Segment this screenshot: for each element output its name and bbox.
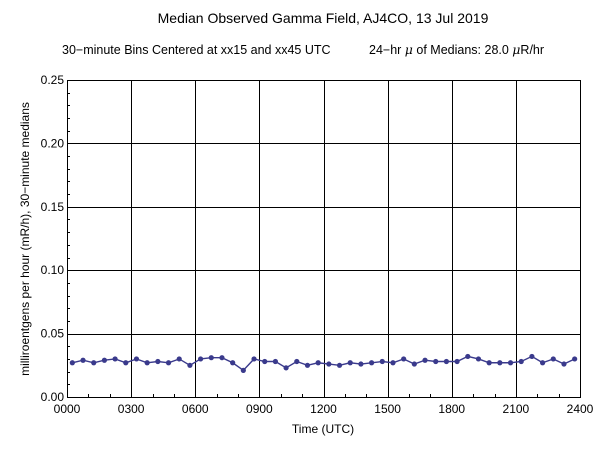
data-point bbox=[91, 360, 97, 366]
subtitle-right-middle: of Medians: 28.0 bbox=[413, 43, 512, 57]
x-tick-label: 0300 bbox=[118, 402, 145, 416]
data-point bbox=[507, 360, 514, 366]
x-tick-label: 0600 bbox=[182, 402, 209, 416]
x-tick-label: 1800 bbox=[438, 402, 465, 416]
data-point bbox=[176, 356, 182, 362]
data-point bbox=[572, 356, 578, 362]
data-point bbox=[454, 358, 460, 365]
plot-frame bbox=[67, 80, 581, 398]
data-point bbox=[497, 360, 503, 366]
y-tick-label: 0.05 bbox=[41, 327, 65, 341]
data-point bbox=[326, 361, 332, 367]
data-point bbox=[101, 357, 108, 363]
data-point bbox=[272, 358, 279, 365]
data-point bbox=[219, 355, 225, 361]
x-tick-label: 0900 bbox=[246, 402, 273, 416]
data-point bbox=[208, 355, 214, 361]
data-point bbox=[401, 356, 407, 362]
y-tick-label: 0.20 bbox=[41, 136, 65, 150]
grid bbox=[67, 80, 581, 398]
subtitle-right-unit-mu: μ bbox=[512, 42, 520, 57]
data-point bbox=[294, 358, 300, 365]
data-point bbox=[433, 358, 439, 365]
chart-title: Median Observed Gamma Field, AJ4CO, 13 J… bbox=[158, 10, 489, 26]
data-point bbox=[475, 356, 482, 362]
y-tick-label: 0.00 bbox=[41, 390, 65, 404]
data-point bbox=[550, 356, 556, 362]
data-point bbox=[251, 356, 257, 362]
data-point bbox=[69, 360, 75, 366]
data-point bbox=[518, 358, 524, 365]
data-point bbox=[486, 360, 492, 366]
data-point bbox=[133, 356, 140, 362]
subtitle-right-mu: μ bbox=[405, 42, 413, 57]
data-point bbox=[197, 356, 204, 362]
chart-subtitle-left: 30−minute Bins Centered at xx15 and xx45… bbox=[62, 43, 331, 57]
data-point bbox=[411, 361, 417, 367]
data-point bbox=[123, 360, 129, 366]
y-tick-label: 0.15 bbox=[41, 200, 65, 214]
data-point bbox=[336, 362, 343, 368]
ticks: 0000 0300 0600 0900 1200 1500 1800 2100 2400 0.00… bbox=[41, 73, 594, 416]
data-point bbox=[165, 360, 172, 366]
data-point bbox=[240, 367, 246, 373]
data-point bbox=[390, 360, 396, 366]
x-tick-label: 0000 bbox=[54, 402, 81, 416]
y-tick-label: 0.25 bbox=[41, 73, 65, 87]
data-point bbox=[187, 362, 193, 368]
data-point bbox=[529, 353, 535, 360]
data-point bbox=[358, 361, 364, 367]
x-tick-label: 1500 bbox=[374, 402, 401, 416]
data-point bbox=[347, 360, 353, 366]
data-point bbox=[112, 356, 118, 362]
data-point bbox=[262, 358, 268, 365]
x-tick-label: 2400 bbox=[567, 402, 594, 416]
data-point bbox=[561, 361, 567, 367]
y-axis-label: milliroentgens per hour (mR/h), 30−minut… bbox=[18, 102, 32, 376]
data-point bbox=[368, 360, 375, 366]
y-tick-label: 0.10 bbox=[41, 263, 65, 277]
chart-subtitle-right: 24−hr μ of Medians: 28.0 μR/hr bbox=[369, 42, 544, 57]
data-point bbox=[230, 360, 236, 366]
data-point bbox=[283, 365, 289, 371]
data-point bbox=[144, 360, 150, 366]
x-axis-label: Time (UTC) bbox=[292, 422, 354, 436]
x-tick-label: 2100 bbox=[503, 402, 530, 416]
data-point bbox=[422, 357, 428, 363]
data-point bbox=[155, 358, 161, 365]
subtitle-right-unit: R/hr bbox=[520, 43, 544, 57]
x-tick-label: 1200 bbox=[310, 402, 337, 416]
data-point bbox=[379, 358, 385, 365]
data-point bbox=[539, 360, 546, 366]
data-point bbox=[80, 357, 86, 363]
data-point bbox=[465, 353, 471, 360]
data-point bbox=[315, 360, 321, 366]
data-point bbox=[443, 358, 450, 365]
series bbox=[69, 353, 578, 373]
subtitle-right-prefix: 24−hr bbox=[369, 43, 405, 57]
data-point bbox=[304, 362, 311, 368]
